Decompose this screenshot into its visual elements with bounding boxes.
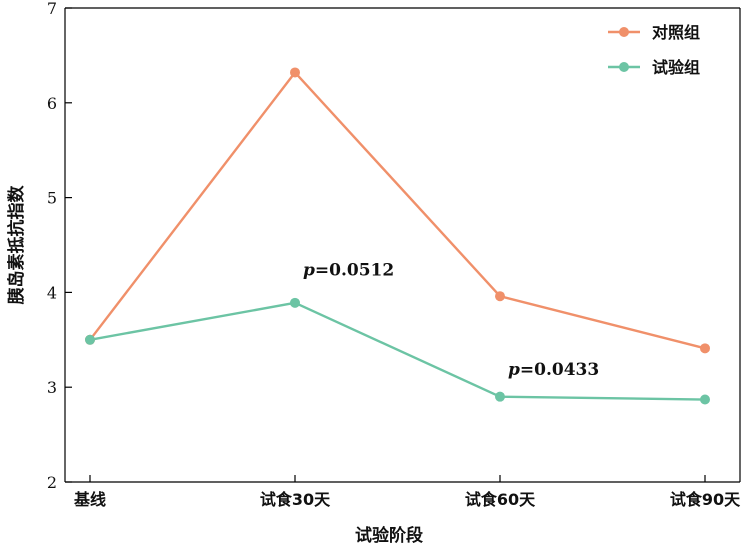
y-tick-label: 2: [47, 473, 57, 492]
x-tick-label: 试食30天: [260, 490, 331, 509]
series-point: [85, 334, 95, 345]
series-point: [290, 297, 300, 308]
x-tick-label: 试食90天: [670, 490, 741, 509]
series-line: [89, 301, 706, 401]
x-tick-label: 试食60天: [465, 490, 536, 509]
p-value-annotation: p=0.0512: [303, 260, 394, 280]
legend-marker: [619, 27, 629, 37]
legend-label: 对照组: [652, 23, 700, 42]
y-tick-label: 7: [47, 0, 57, 18]
series-layer: [85, 67, 710, 405]
plot-frame: [64, 7, 741, 483]
legend-marker: [619, 62, 629, 72]
y-tick-label: 4: [47, 283, 57, 302]
x-axis-ticks: 基线 试食30天 试食60天 试食90天: [73, 475, 741, 509]
legend-label: 试验组: [652, 58, 700, 77]
y-tick-label: 5: [47, 189, 57, 208]
y-tick-label: 6: [47, 94, 57, 113]
x-axis-title: 试验阶段: [355, 525, 423, 546]
p-value-annotation: p=0.0433: [508, 360, 599, 380]
series-point: [290, 67, 300, 78]
y-axis-title: 胰岛素抵抗指数: [6, 185, 27, 305]
series-point: [700, 343, 710, 354]
series-point: [495, 391, 505, 402]
y-axis-ticks: 2 3 4 5 6 7: [47, 0, 72, 492]
y-tick-label: 3: [47, 378, 57, 397]
x-tick-label: 基线: [73, 490, 106, 509]
annotation-layer: p=0.0512 p=0.0433: [303, 260, 599, 380]
series-line: [89, 71, 706, 350]
series-point: [495, 291, 505, 302]
series-point: [700, 394, 710, 405]
